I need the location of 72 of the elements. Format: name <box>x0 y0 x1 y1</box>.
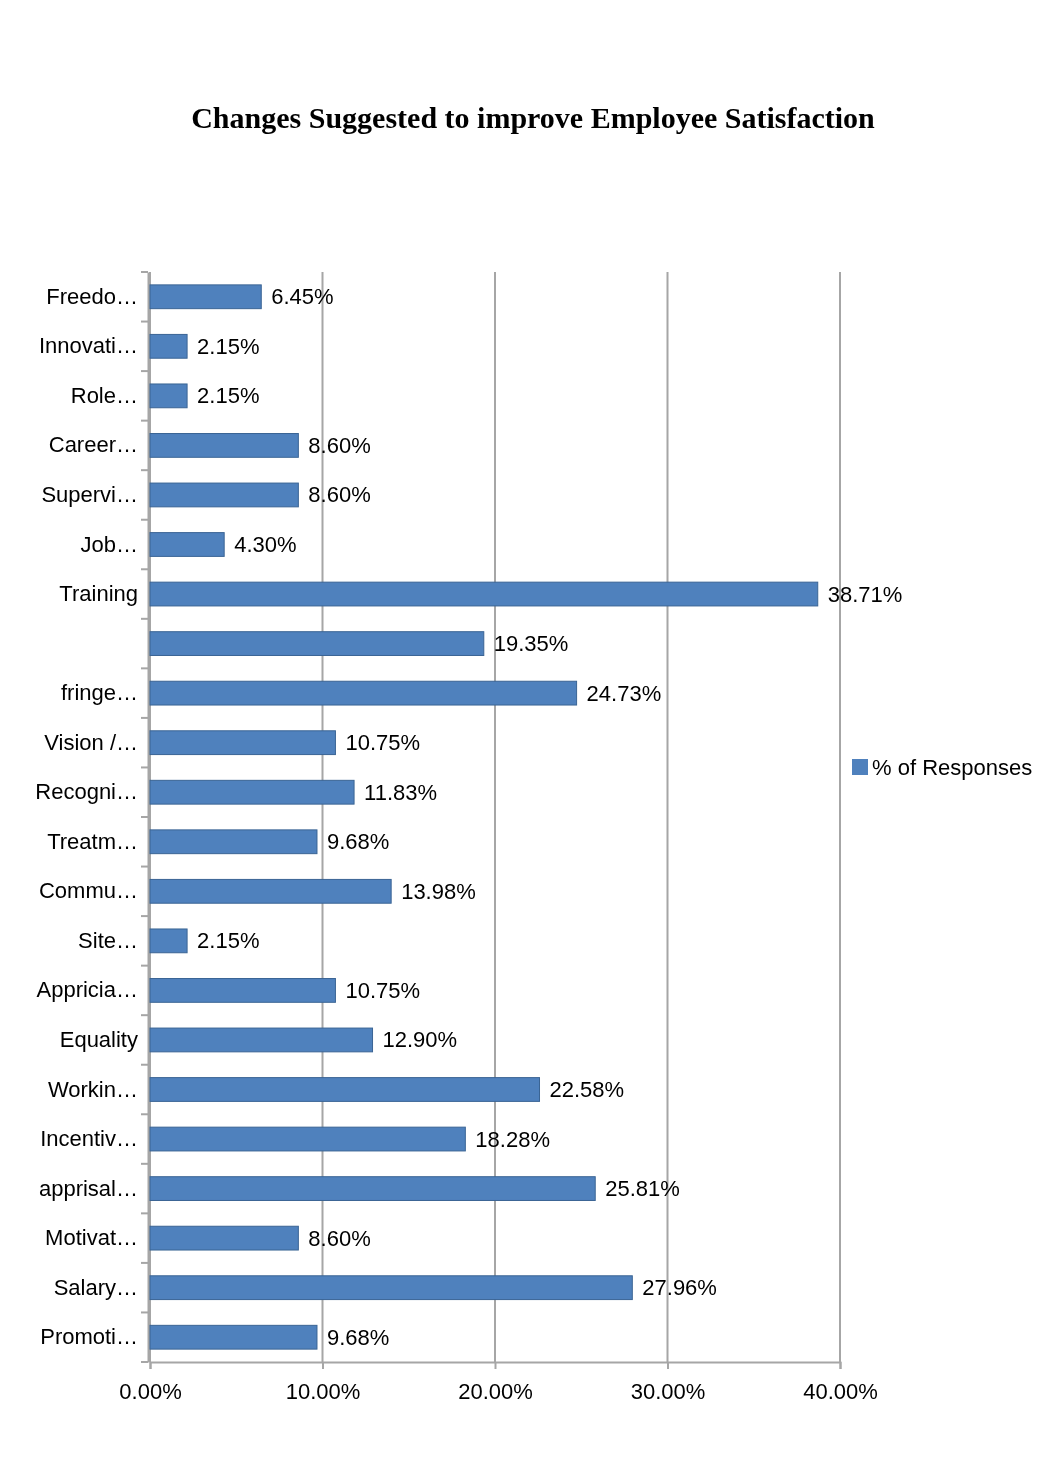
bar <box>149 1176 596 1201</box>
bar <box>149 1275 633 1301</box>
data-label: 10.75% <box>345 730 421 756</box>
bar <box>149 1027 374 1053</box>
bar <box>149 631 485 656</box>
bar <box>149 1077 541 1102</box>
y-tick-label: Supervi… <box>41 481 138 507</box>
bar <box>149 928 188 954</box>
x-tick-label: 0.00% <box>119 1378 182 1404</box>
y-tick-label: Treatm… <box>47 828 138 854</box>
bar <box>149 978 336 1003</box>
y-tick-label: Training <box>59 581 138 607</box>
data-label: 6.45% <box>271 284 334 310</box>
data-label: 25.81% <box>605 1176 680 1202</box>
bar <box>149 482 299 508</box>
data-label: 9.68% <box>326 1324 390 1350</box>
data-label: 11.83% <box>364 779 438 805</box>
bar <box>149 333 188 359</box>
y-tick-label: Appricia… <box>36 977 138 1003</box>
data-label: 2.15% <box>197 383 260 409</box>
legend-label: % of Responses <box>872 754 1033 780</box>
data-label: 8.60% <box>308 1225 371 1251</box>
data-label: 4.30% <box>234 532 297 557</box>
y-tick-label: Promoti… <box>40 1324 138 1350</box>
data-label: 2.15% <box>197 928 260 954</box>
bar <box>149 680 578 706</box>
bar <box>149 829 318 855</box>
bar <box>149 779 355 805</box>
y-tick-label: Role… <box>70 382 138 408</box>
y-tick-label: Workin… <box>47 1076 138 1102</box>
y-tick-label: Job… <box>80 531 138 557</box>
bar <box>149 730 336 756</box>
x-tick-label: 10.00% <box>285 1378 361 1404</box>
y-tick-label: Recogni… <box>35 779 138 805</box>
bar <box>149 284 262 310</box>
bar <box>149 1126 466 1152</box>
data-label: 22.58% <box>549 1077 625 1102</box>
data-label: 9.68% <box>326 829 390 855</box>
y-tick-label: Vision /… <box>44 729 138 755</box>
bar <box>149 1324 318 1350</box>
data-label: 2.15% <box>197 333 260 359</box>
bar <box>149 878 392 904</box>
y-tick-label: fringe… <box>60 680 138 706</box>
x-tick-label: 30.00% <box>630 1378 706 1404</box>
y-tick-label: Equality <box>59 1026 138 1052</box>
data-label: 12.90% <box>382 1027 458 1053</box>
y-tick-label: Site… <box>78 927 138 953</box>
data-label: 24.73% <box>586 680 662 706</box>
bar <box>149 532 225 557</box>
x-tick-label: 40.00% <box>803 1378 878 1404</box>
x-tick-label: 20.00% <box>458 1378 533 1404</box>
y-tick-label: apprisal… <box>38 1175 138 1201</box>
data-label: 8.60% <box>308 432 371 458</box>
data-label: 19.35% <box>493 631 569 657</box>
y-tick-label: Innovati… <box>38 333 138 359</box>
bar <box>149 1225 299 1251</box>
data-label: 13.98% <box>401 878 476 904</box>
y-tick-label: Salary… <box>53 1274 138 1300</box>
y-tick-label: Freedo… <box>46 283 138 309</box>
data-label: 27.96% <box>642 1275 717 1301</box>
bar <box>149 581 819 607</box>
y-tick-label: Career… <box>48 432 138 458</box>
bar <box>149 383 188 409</box>
y-tick-label: Motivat… <box>45 1225 138 1251</box>
y-tick-label: Commu… <box>38 878 138 904</box>
y-tick-label: Incentiv… <box>40 1126 138 1152</box>
data-label: 18.28% <box>475 1126 550 1152</box>
data-label: 10.75% <box>345 977 421 1003</box>
bar <box>149 433 299 458</box>
data-label: 8.60% <box>308 482 371 508</box>
chart-title: Changes Suggested to improve Employee Satisfaction <box>191 101 876 134</box>
data-label: 38.71% <box>827 581 903 607</box>
